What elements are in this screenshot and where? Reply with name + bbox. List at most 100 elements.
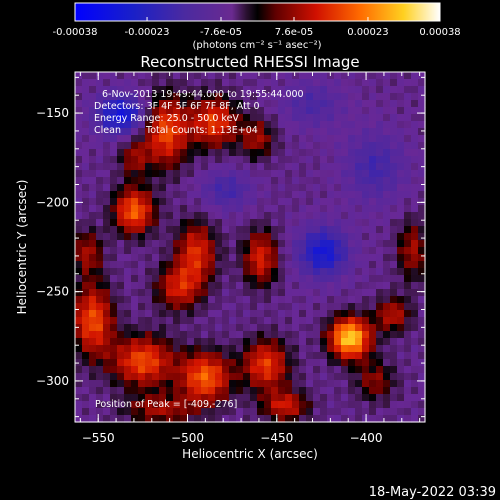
heatmap-cell	[250, 352, 258, 360]
heatmap-cell	[313, 296, 321, 304]
heatmap-cell	[236, 303, 244, 311]
heatmap-cell	[292, 135, 300, 143]
heatmap-cell	[103, 254, 111, 262]
heatmap-cell	[131, 156, 139, 164]
heatmap-cell	[110, 79, 118, 87]
heatmap-cell	[89, 296, 97, 304]
heatmap-cell	[285, 72, 293, 80]
heatmap-cell	[278, 408, 286, 416]
heatmap-cell	[299, 149, 307, 157]
heatmap-cell	[173, 345, 181, 353]
heatmap-cell	[348, 205, 356, 213]
heatmap-cell	[369, 86, 377, 94]
heatmap-cell	[166, 198, 174, 206]
heatmap-cell	[299, 331, 307, 339]
heatmap-cell	[145, 331, 153, 339]
heatmap-cell	[376, 275, 384, 283]
heatmap-cell	[341, 135, 349, 143]
heatmap-cell	[138, 247, 146, 255]
heatmap-cell	[257, 72, 265, 80]
heatmap-cell	[306, 408, 314, 416]
heatmap-cell	[215, 373, 223, 381]
heatmap-cell	[404, 394, 412, 402]
heatmap-cell	[257, 289, 265, 297]
heatmap-cell	[89, 233, 97, 241]
heatmap-cell	[250, 247, 258, 255]
heatmap-cell	[327, 345, 335, 353]
heatmap-cell	[376, 114, 384, 122]
heatmap-cell	[271, 205, 279, 213]
heatmap-cell	[418, 219, 426, 227]
heatmap-cell	[285, 128, 293, 136]
heatmap-cell	[285, 261, 293, 269]
heatmap-cell	[348, 401, 356, 409]
heatmap-cell	[376, 352, 384, 360]
heatmap-cell	[348, 233, 356, 241]
heatmap-cell	[208, 198, 216, 206]
heatmap-cell	[383, 289, 391, 297]
heatmap-cell	[180, 114, 188, 122]
heatmap-cell	[243, 268, 251, 276]
heatmap-cell	[208, 156, 216, 164]
heatmap-cell	[96, 345, 104, 353]
heatmap-cell	[236, 205, 244, 213]
heatmap-cell	[243, 86, 251, 94]
heatmap-cell	[355, 163, 363, 171]
heatmap-cell	[264, 198, 272, 206]
heatmap-cell	[250, 128, 258, 136]
heatmap-cell	[201, 156, 209, 164]
heatmap-cell	[250, 86, 258, 94]
heatmap-cell	[208, 289, 216, 297]
heatmap-cell	[236, 387, 244, 395]
heatmap-cell	[411, 282, 419, 290]
heatmap-cell	[110, 156, 118, 164]
heatmap-cell	[222, 408, 230, 416]
heatmap-cell	[306, 149, 314, 157]
heatmap-cell	[327, 247, 335, 255]
heatmap-cell	[166, 275, 174, 283]
heatmap-cell	[173, 114, 181, 122]
heatmap-cell	[411, 86, 419, 94]
heatmap-cell	[390, 233, 398, 241]
heatmap-cell	[222, 247, 230, 255]
heatmap-cell	[397, 289, 405, 297]
heatmap-cell	[138, 296, 146, 304]
heatmap-cell	[334, 408, 342, 416]
heatmap-cell	[299, 317, 307, 325]
heatmap-cell	[194, 184, 202, 192]
heatmap-cell	[208, 219, 216, 227]
heatmap-cell	[411, 156, 419, 164]
heatmap-cell	[376, 184, 384, 192]
heatmap-cell	[89, 163, 97, 171]
heatmap-cell	[320, 128, 328, 136]
heatmap-cell	[320, 177, 328, 185]
heatmap-cell	[250, 121, 258, 129]
heatmap-cell	[187, 247, 195, 255]
heatmap-cell	[348, 324, 356, 332]
x-tick-label: −550	[82, 431, 115, 445]
heatmap-cell	[89, 282, 97, 290]
heatmap-cell	[376, 310, 384, 318]
heatmap-cell	[229, 408, 237, 416]
heatmap-cell	[292, 121, 300, 129]
heatmap-cell	[229, 275, 237, 283]
heatmap-cell	[362, 352, 370, 360]
heatmap-cell	[320, 324, 328, 332]
heatmap-cell	[383, 401, 391, 409]
heatmap-cell	[145, 72, 153, 80]
heatmap-cell	[89, 247, 97, 255]
heatmap-cell	[236, 156, 244, 164]
heatmap-cell	[201, 177, 209, 185]
heatmap-cell	[152, 142, 160, 150]
heatmap-cell	[278, 135, 286, 143]
x-tick-label: −450	[260, 431, 293, 445]
heatmap-cell	[96, 380, 104, 388]
heatmap-cell	[278, 226, 286, 234]
heatmap-cell	[152, 114, 160, 122]
heatmap-cell	[341, 338, 349, 346]
heatmap-cell	[271, 408, 279, 416]
heatmap-cell	[418, 366, 426, 374]
heatmap-cell	[418, 331, 426, 339]
heatmap-cell	[411, 240, 419, 248]
heatmap-cell	[229, 387, 237, 395]
